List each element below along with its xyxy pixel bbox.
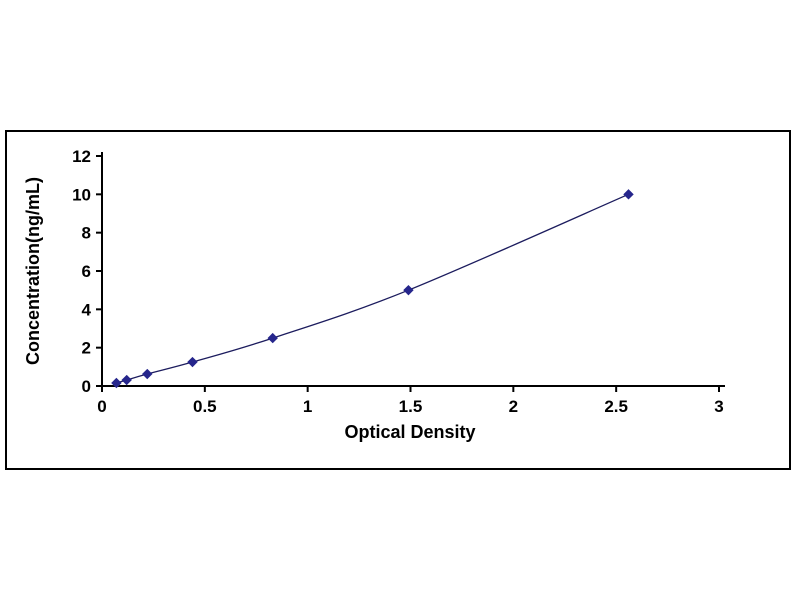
x-axis-label: Optical Density xyxy=(344,422,475,442)
x-tick-label: 0 xyxy=(97,397,106,416)
y-tick-label: 8 xyxy=(82,224,91,243)
y-tick-label: 4 xyxy=(82,300,92,319)
data-point-marker xyxy=(267,332,278,344)
x-tick-label: 0.5 xyxy=(193,397,217,416)
x-tick-label: 3 xyxy=(714,397,723,416)
y-tick-label: 0 xyxy=(82,377,91,396)
data-point-marker xyxy=(403,284,414,296)
elisa-standard-curve-chart: 0 0.5 1 1.5 2 2.5 3 0 2 4 6 8 10 12 Optical Density C… xyxy=(5,130,791,470)
y-tick-label: 2 xyxy=(82,339,91,358)
data-point-marker xyxy=(121,374,132,386)
x-tick-label: 1 xyxy=(303,397,312,416)
y-tick-label: 6 xyxy=(82,262,91,281)
x-tick-label: 1.5 xyxy=(399,397,423,416)
plot-area: 0 0.5 1 1.5 2 2.5 3 0 2 4 6 8 10 12 Optical Density C… xyxy=(23,147,725,442)
data-point-marker xyxy=(142,368,153,380)
data-point-marker xyxy=(111,377,122,389)
data-point-marker xyxy=(623,189,634,200)
curve-line xyxy=(116,193,629,384)
y-tick-label: 10 xyxy=(72,185,91,204)
y-tick-label: 12 xyxy=(72,147,91,166)
y-axis-label: Concentration(ng/mL) xyxy=(23,177,43,365)
x-tick-label: 2 xyxy=(509,397,518,416)
x-tick-label: 2.5 xyxy=(604,397,628,416)
data-point-marker xyxy=(187,356,198,368)
